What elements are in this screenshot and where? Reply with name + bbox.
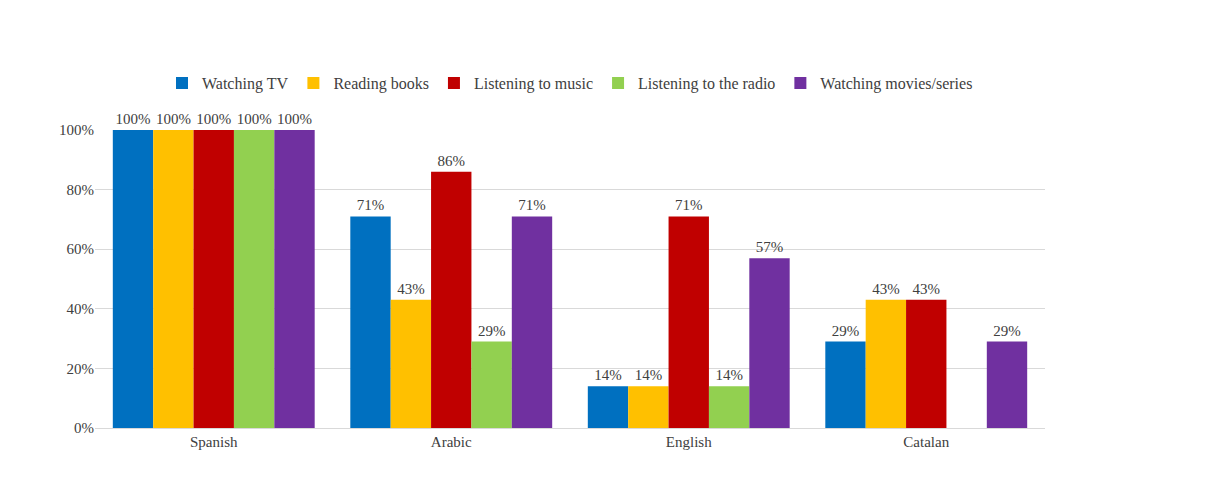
svg-text:Reading books: Reading books bbox=[333, 75, 429, 93]
svg-text:14%: 14% bbox=[594, 367, 622, 383]
svg-text:Listening to music: Listening to music bbox=[474, 75, 593, 93]
svg-text:100%: 100% bbox=[237, 111, 272, 127]
svg-text:100%: 100% bbox=[277, 111, 312, 127]
svg-text:57%: 57% bbox=[756, 239, 784, 255]
svg-text:86%: 86% bbox=[438, 153, 466, 169]
svg-text:29%: 29% bbox=[478, 323, 506, 339]
svg-text:29%: 29% bbox=[993, 323, 1021, 339]
svg-text:Catalan: Catalan bbox=[903, 434, 949, 450]
svg-text:29%: 29% bbox=[832, 323, 860, 339]
svg-text:English: English bbox=[666, 434, 712, 450]
svg-text:43%: 43% bbox=[913, 281, 941, 297]
svg-text:Watching movies/series: Watching movies/series bbox=[820, 75, 972, 93]
svg-text:Arabic: Arabic bbox=[431, 434, 472, 450]
svg-text:43%: 43% bbox=[397, 281, 425, 297]
svg-text:60%: 60% bbox=[67, 241, 95, 257]
svg-text:43%: 43% bbox=[872, 281, 900, 297]
svg-text:100%: 100% bbox=[196, 111, 231, 127]
svg-text:71%: 71% bbox=[518, 197, 546, 213]
svg-text:Spanish: Spanish bbox=[190, 434, 238, 450]
svg-text:40%: 40% bbox=[67, 301, 95, 317]
svg-text:100%: 100% bbox=[156, 111, 191, 127]
svg-text:100%: 100% bbox=[116, 111, 151, 127]
svg-text:20%: 20% bbox=[67, 361, 95, 377]
svg-text:100%: 100% bbox=[59, 122, 94, 138]
svg-text:14%: 14% bbox=[715, 367, 743, 383]
svg-text:0%: 0% bbox=[74, 420, 94, 436]
svg-text:80%: 80% bbox=[67, 182, 95, 198]
svg-text:71%: 71% bbox=[357, 197, 385, 213]
svg-text:14%: 14% bbox=[635, 367, 663, 383]
svg-text:Listening to the radio: Listening to the radio bbox=[638, 75, 775, 93]
svg-text:71%: 71% bbox=[675, 197, 703, 213]
svg-text:Watching TV: Watching TV bbox=[202, 75, 288, 93]
